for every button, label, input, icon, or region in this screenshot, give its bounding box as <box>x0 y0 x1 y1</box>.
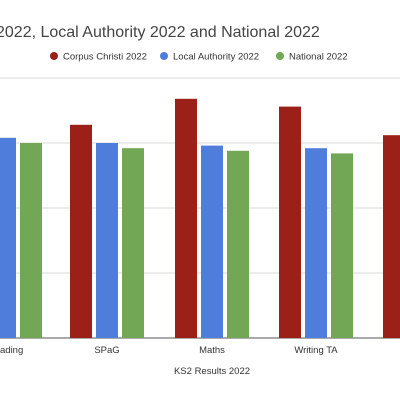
legend-swatch <box>160 52 168 60</box>
category-tick-labels: ading SPaG Maths Writing TA <box>0 345 338 356</box>
bar-local-authority-2022-0 <box>0 137 16 338</box>
legend: Corpus Christi 2022 Local Authority 2022 N… <box>50 52 348 63</box>
bar-corpus-christi-2022-1 <box>70 124 92 338</box>
bar-corpus-christi-2022-2 <box>175 98 197 338</box>
legend-item: National 2022 <box>276 52 348 63</box>
legend-item: Corpus Christi 2022 <box>50 52 147 63</box>
bar-corpus-christi-2022-3 <box>279 106 301 338</box>
x-tick-label: Maths <box>199 345 225 356</box>
legend-label: Corpus Christi 2022 <box>63 52 147 63</box>
bar-local-authority-2022-2 <box>201 145 223 338</box>
legend-label: Local Authority 2022 <box>173 52 259 63</box>
bar-national-2022-0 <box>20 143 42 338</box>
chart-title: 2022, Local Authority 2022 and National … <box>0 24 320 41</box>
x-tick-label: ading <box>0 345 23 356</box>
x-axis-title: KS2 Results 2022 <box>174 366 250 377</box>
x-tick-label: Writing TA <box>294 345 338 356</box>
bar-corpus-christi-2022-4 <box>383 135 400 338</box>
legend-swatch <box>276 52 284 60</box>
legend-label: National 2022 <box>289 52 348 63</box>
legend-swatch <box>50 52 58 60</box>
bar-local-authority-2022-3 <box>305 148 327 338</box>
bar-local-authority-2022-1 <box>96 143 118 338</box>
x-tick-label: SPaG <box>94 345 119 356</box>
bar-national-2022-1 <box>122 148 144 338</box>
bar-national-2022-2 <box>227 150 249 338</box>
bar-national-2022-3 <box>331 153 353 338</box>
legend-item: Local Authority 2022 <box>160 52 259 63</box>
bars <box>0 98 400 338</box>
